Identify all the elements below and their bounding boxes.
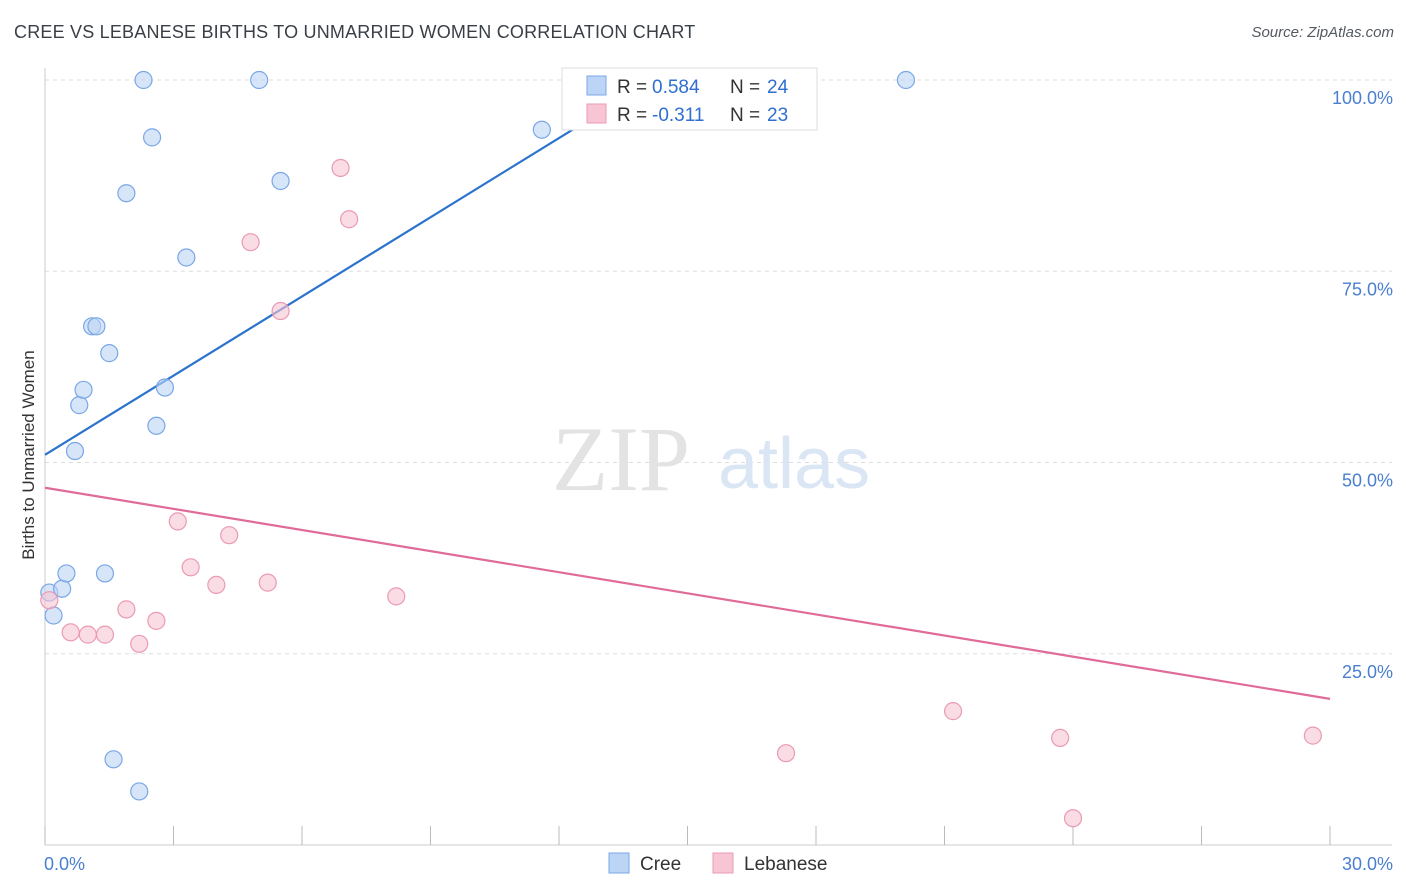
point-cree-11 <box>104 750 123 769</box>
y-tick-label-0: 25.0% <box>1342 662 1393 682</box>
y-axis-label: Births to Unmarried Women <box>19 350 38 559</box>
point-lebanese-6 <box>147 611 166 630</box>
point-lebanese-20 <box>1051 728 1070 748</box>
bottom-legend-swatch-lebanese <box>712 852 734 874</box>
y-tick-labels: 25.0% 50.0% 75.0% 100.0% <box>1332 88 1393 682</box>
bottom-legend-label-lebanese: Lebanese <box>744 854 827 875</box>
point-cree-16 <box>147 416 166 435</box>
legend-r-label-lebanese: R = <box>617 105 647 126</box>
point-lebanese-12 <box>258 573 277 592</box>
point-lebanese-14 <box>331 158 350 178</box>
point-cree-17 <box>155 378 175 397</box>
point-lebanese-2 <box>78 625 97 644</box>
point-cree-6 <box>74 380 93 399</box>
point-lebanese-16 <box>387 587 406 606</box>
watermark: ZIP atlas <box>552 408 870 510</box>
point-lebanese-18 <box>776 744 796 763</box>
trendline-cree <box>44 79 654 456</box>
point-lebanese-9 <box>207 575 226 595</box>
point-lebanese-19 <box>943 702 963 721</box>
point-lebanese-3 <box>95 625 115 644</box>
legend-n-label-lebanese: N = <box>730 105 760 126</box>
x-tick-label-0: 0.0% <box>44 854 85 874</box>
point-lebanese-21 <box>1063 809 1083 828</box>
point-cree-23 <box>896 70 916 90</box>
point-cree-5 <box>70 396 89 415</box>
bottom-legend-label-cree: Cree <box>640 854 681 875</box>
y-tick-label-1: 50.0% <box>1342 471 1393 491</box>
point-lebanese-8 <box>181 558 200 577</box>
y-tick-label-2: 75.0% <box>1342 279 1393 299</box>
bottom-legend-swatch-cree <box>608 852 630 874</box>
legend-n-label-cree: N = <box>730 77 760 98</box>
point-cree-18 <box>177 248 196 267</box>
point-lebanese-4 <box>117 600 136 619</box>
legend-r-value-cree: 0.584 <box>652 77 700 98</box>
point-cree-3 <box>57 564 76 583</box>
legend-n-value-lebanese: 23 <box>767 105 788 126</box>
watermark-atlas: atlas <box>718 424 870 504</box>
point-cree-12 <box>117 184 136 203</box>
legend-n-value-cree: 24 <box>767 77 789 98</box>
legend-swatch-cree <box>586 75 607 96</box>
grid-layer <box>45 79 1392 655</box>
point-cree-13 <box>130 782 149 801</box>
point-cree-10 <box>100 344 119 363</box>
legend-swatch-lebanese <box>586 103 607 124</box>
axis-layer <box>44 68 1392 846</box>
point-lebanese-13 <box>271 301 290 321</box>
point-lebanese-0 <box>40 591 59 610</box>
x-tick-labels: 0.0% 30.0% <box>44 854 1393 874</box>
point-cree-4 <box>65 441 85 461</box>
point-lebanese-15 <box>340 210 359 229</box>
chart-title: CREE VS LEBANESE BIRTHS TO UNMARRIED WOM… <box>14 22 696 42</box>
point-lebanese-7 <box>168 512 187 531</box>
point-cree-8 <box>87 317 106 336</box>
trendlines <box>44 79 1331 700</box>
point-cree-20 <box>271 171 290 191</box>
watermark-zip: ZIP <box>552 408 690 510</box>
trendline-lebanese <box>44 486 1331 700</box>
point-lebanese-22 <box>1303 726 1322 745</box>
source-label: Source: ZipAtlas.com <box>1251 24 1394 41</box>
point-cree-21 <box>532 120 551 139</box>
point-lebanese-5 <box>130 634 149 653</box>
bottom-legend: Cree Lebanese <box>608 852 827 875</box>
point-cree-9 <box>95 564 115 583</box>
legend-r-label-cree: R = <box>617 77 647 98</box>
legend-r-value-lebanese: -0.311 <box>652 105 704 126</box>
point-lebanese-11 <box>241 233 260 252</box>
point-lebanese-10 <box>220 526 239 545</box>
point-cree-15 <box>142 128 162 147</box>
point-lebanese-1 <box>61 623 80 642</box>
point-cree-14 <box>134 70 153 90</box>
x-tick-label-1: 30.0% <box>1342 854 1393 874</box>
legend-box: R = 0.584 N = 24 R = -0.311 N = 23 <box>561 67 818 131</box>
point-cree-1 <box>44 606 63 625</box>
point-cree-19 <box>250 70 269 90</box>
y-tick-label-3: 100.0% <box>1332 88 1393 108</box>
